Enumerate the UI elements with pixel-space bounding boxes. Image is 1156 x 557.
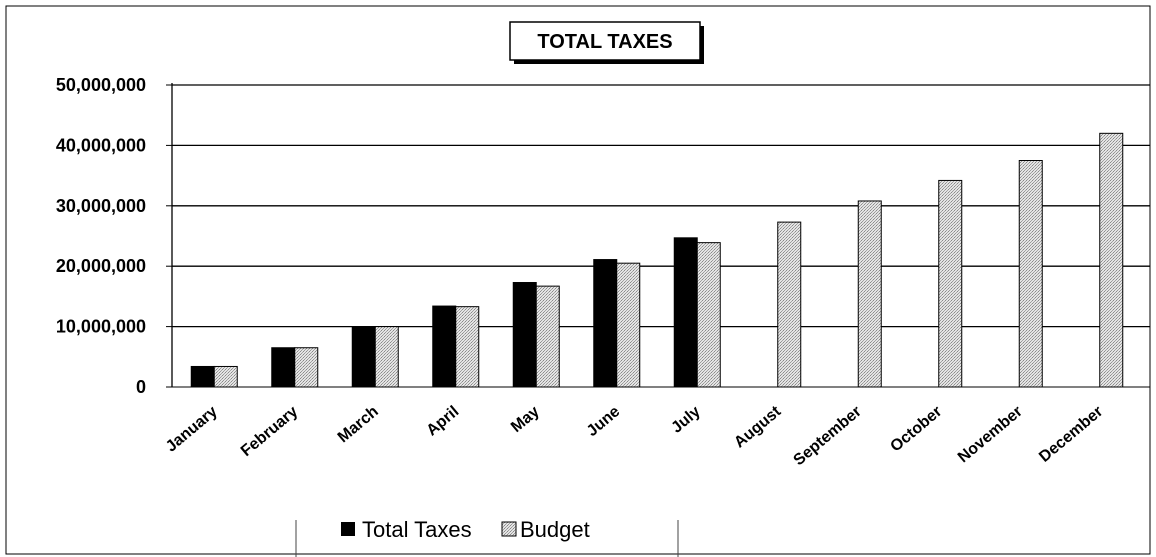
bar-budget [777,221,802,388]
bar-budget [616,262,641,388]
y-tick-label: 20,000,000 [56,256,146,276]
bar-budget [1099,132,1124,388]
legend-swatch-total-taxes [341,522,355,536]
bar-budget [374,326,399,388]
y-tick-label: 50,000,000 [56,75,146,95]
y-tick-label: 30,000,000 [56,196,146,216]
bar-total-taxes [593,259,618,388]
y-tick-label: 0 [136,377,146,397]
chart-title: TOTAL TAXES [537,31,672,53]
y-tick-label: 40,000,000 [56,135,146,155]
bar-total-taxes [673,237,698,388]
legend-label-budget: Budget [520,517,590,542]
bar-budget [1018,160,1043,388]
bar-budget [455,306,480,388]
legend-label-total-taxes: Total Taxes [362,517,472,542]
bar-budget [535,285,560,388]
bar-total-taxes [190,365,215,388]
bars [190,132,1124,388]
bar-budget [857,200,882,388]
grid [172,84,1150,328]
bar-budget [696,242,721,388]
y-axis: 0 10,000,000 20,000,000 30,000,000 40,000,00… [56,75,173,397]
chart-frame [5,5,1151,555]
bar-budget [213,365,238,388]
bar-total-taxes [512,282,537,388]
bar-total-taxes [432,305,457,388]
title-box: TOTAL TAXES [509,21,704,64]
y-tick-label: 10,000,000 [56,317,146,337]
bar-budget [294,347,319,388]
bar-total-taxes [271,347,296,388]
legend-swatch-budget [501,521,517,537]
bar-total-taxes [351,326,376,388]
bar-budget [938,179,963,388]
legend: Total Taxes Budget [295,517,679,557]
